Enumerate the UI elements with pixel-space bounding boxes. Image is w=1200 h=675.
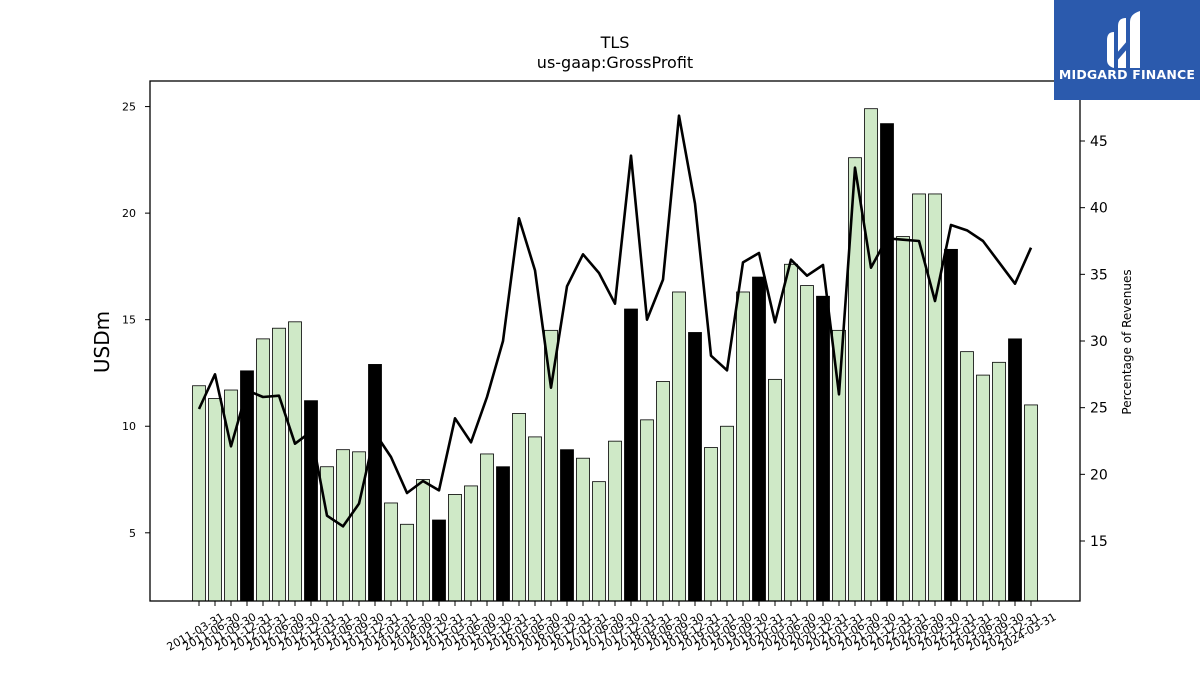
bar-2019-09-30 [736, 291, 750, 602]
y2-tick-label-35: 35 [1090, 267, 1108, 283]
bar-2015-09-30 [480, 453, 494, 602]
bar-2017-03-31 [576, 457, 590, 602]
bar-2021-09-30 [864, 108, 878, 602]
bar-2015-12-31 [496, 466, 510, 602]
bar-2020-09-30 [800, 285, 814, 602]
bar-2018-12-31 [688, 332, 702, 602]
bar-2020-12-31 [816, 295, 830, 602]
bar-2016-12-31 [560, 449, 574, 602]
bar-2022-09-30 [928, 193, 942, 602]
bar-2011-03-31 [192, 385, 206, 602]
bar-2015-06-30 [464, 485, 478, 602]
y-axis-label: USDm [90, 311, 114, 373]
bar-2014-12-31 [432, 519, 446, 602]
mf-logo-icon [1107, 11, 1140, 68]
bar-2021-03-31 [832, 329, 846, 602]
bar-2018-03-31 [640, 419, 654, 602]
y2-tick-label-30: 30 [1090, 334, 1108, 350]
bar-2016-03-31 [512, 413, 526, 602]
y2-tick-label-45: 45 [1090, 134, 1108, 150]
bar-2017-09-30 [608, 440, 622, 602]
y2-tick-label-15: 15 [1090, 534, 1108, 550]
bar-2019-12-31 [752, 276, 766, 602]
bar-2018-09-30 [672, 291, 686, 602]
bar-2018-06-30 [656, 381, 670, 602]
bar-2022-03-31 [896, 236, 910, 602]
chart-subtitle: us-gaap:GrossProfit [537, 53, 693, 72]
logo-text: MIDGARD FINANCE [1058, 67, 1196, 82]
bar-2020-03-31 [768, 378, 782, 602]
bar-2016-09-30 [544, 329, 558, 602]
bar-2013-09-30 [352, 451, 366, 602]
y-tick-label-15: 15 [122, 314, 136, 327]
bar-2022-12-31 [944, 248, 958, 602]
bar-2023-06-30 [976, 374, 990, 602]
bar-2012-09-30 [288, 321, 302, 602]
bar-2012-03-31 [256, 338, 270, 602]
bar-2014-09-30 [416, 479, 430, 602]
bar-2023-09-30 [992, 361, 1006, 602]
bar-2014-03-31 [384, 502, 398, 602]
bar-2021-12-31 [880, 123, 894, 602]
percentage-line-layer [197, 114, 1033, 528]
y-tick-label-25: 25 [122, 101, 136, 114]
midgard-finance-logo: MIDGARD FINANCE [1054, 0, 1200, 100]
y2-tick-label-25: 25 [1090, 401, 1108, 417]
y-tick-label-20: 20 [122, 207, 136, 220]
y2-axis-label: Percentage of Revenues [1120, 269, 1134, 414]
percentage-line [197, 114, 1033, 528]
y2-tick-label-20: 20 [1090, 467, 1108, 483]
bar-2020-06-30 [784, 263, 798, 602]
chart-title: TLS [600, 33, 630, 52]
y2-tick-label-40: 40 [1090, 201, 1108, 217]
bars [192, 108, 1038, 602]
bar-2017-06-30 [592, 481, 606, 602]
bar-2013-12-31 [368, 364, 382, 602]
bar-2015-03-31 [448, 494, 462, 602]
bar-2012-06-30 [272, 327, 286, 602]
bar-2019-03-31 [704, 447, 718, 602]
axes: 510152025152025303540452011-03-312011-06… [122, 80, 1108, 654]
bar-2011-06-30 [208, 398, 222, 602]
bar-2014-06-30 [400, 523, 414, 602]
y-tick-label-10: 10 [122, 420, 136, 433]
bar-2023-12-31 [1008, 338, 1022, 602]
bar-2024-03-31 [1024, 404, 1038, 602]
bar-2019-06-30 [720, 425, 734, 602]
bar-2023-03-31 [960, 351, 974, 602]
y-tick-label-5: 5 [129, 527, 136, 540]
bar-2017-12-31 [624, 308, 638, 602]
bar-2016-06-30 [528, 436, 542, 602]
